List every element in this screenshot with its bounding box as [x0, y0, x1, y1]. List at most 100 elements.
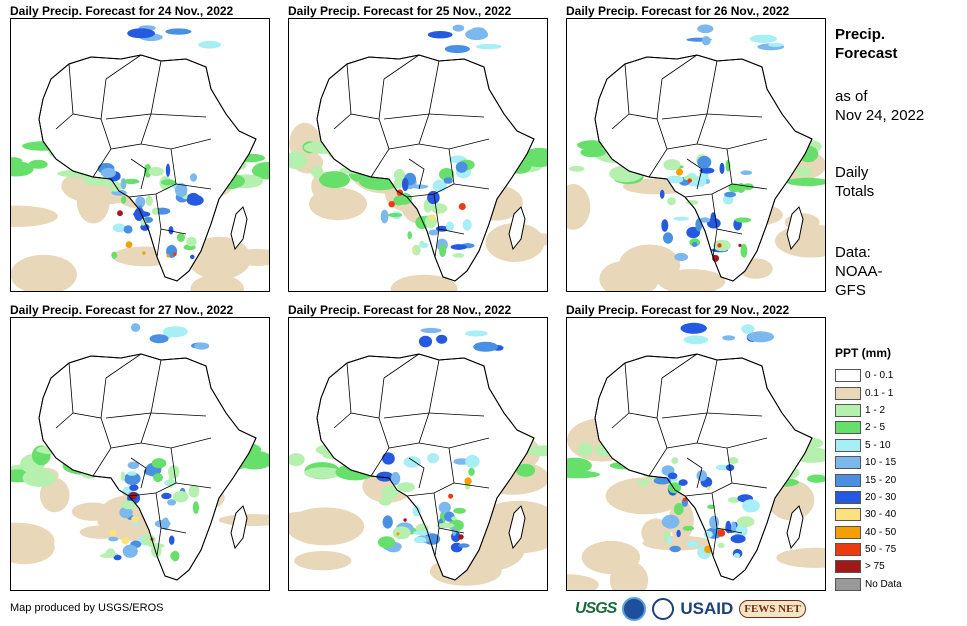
- mediterranean-precip-area: [465, 330, 488, 337]
- heavy-precip-cell: [168, 535, 175, 545]
- country-border: [130, 158, 147, 190]
- legend-swatch: [835, 438, 861, 452]
- heavy-precip-cell: [683, 175, 696, 181]
- legend-label: 30 - 40: [865, 509, 897, 521]
- precip-map: [288, 317, 548, 591]
- legend-swatch: [835, 456, 861, 470]
- intense-precip-cell: [142, 251, 146, 255]
- heavy-precip-cell: [161, 492, 172, 500]
- precip-map: [10, 317, 270, 591]
- heavy-precip-cell: [697, 155, 712, 169]
- heavy-precip-cell: [111, 251, 118, 259]
- panel-title: Daily Precip. Forecast for 27 Nov., 2022: [10, 303, 234, 317]
- mediterranean-precip-area: [680, 322, 707, 334]
- heavy-precip-cell: [724, 191, 736, 198]
- sidebar-data-line1: Data:: [835, 244, 871, 261]
- ppt-legend: PPT (mm) 0 - 0.1 0.1 - 1 1 - 2 2 - 5 5 - 10 1…: [835, 346, 960, 593]
- heavy-precip-cell: [699, 167, 715, 174]
- heavy-precip-cell: [407, 231, 412, 240]
- heavy-precip-cell: [175, 183, 188, 197]
- heavy-precip-cell: [108, 536, 119, 542]
- heavy-precip-cell: [127, 461, 140, 469]
- legend-label: 5 - 10: [865, 439, 891, 451]
- heavy-precip-cell: [707, 504, 715, 509]
- precip-map: [566, 317, 826, 591]
- heavy-precip-cell: [455, 161, 468, 173]
- mediterranean-precip-area: [722, 335, 736, 341]
- light-precip-area: [605, 477, 684, 515]
- heavy-precip-cell: [392, 526, 411, 540]
- legend-row: 50 - 75: [835, 541, 960, 558]
- forecast-panel-nov26: Daily Precip. Forecast for 26 Nov., 2022: [566, 4, 826, 292]
- light-precip-area: [289, 511, 352, 535]
- light-precip-area: [609, 561, 649, 590]
- heavy-precip-cell: [412, 506, 421, 517]
- heavy-precip-cell: [468, 467, 475, 476]
- africa-map-svg: [11, 323, 269, 581]
- forecast-panel-nov27: Daily Precip. Forecast for 27 Nov., 2022: [10, 303, 270, 591]
- intense-precip-cell: [448, 493, 454, 499]
- heavy-precip-cell: [678, 479, 688, 486]
- heavy-precip-cell: [390, 471, 401, 486]
- heavy-precip-cell: [717, 542, 725, 549]
- madagascar-outline: [786, 206, 804, 251]
- mediterranean-precip-area: [473, 341, 498, 352]
- heavy-precip-cell: [124, 472, 141, 486]
- country-border: [130, 457, 147, 489]
- heavy-precip-cell: [436, 522, 455, 529]
- heavy-precip-cell: [452, 253, 465, 258]
- sidebar-asof-line1: as of: [835, 88, 868, 105]
- intense-precip-cell: [166, 254, 170, 258]
- country-border: [175, 183, 212, 190]
- heavy-precip-cell: [462, 219, 472, 231]
- heavy-precip-cell: [168, 226, 174, 235]
- country-border: [731, 183, 768, 190]
- heavy-precip-cell: [403, 456, 421, 468]
- heavy-precip-cell: [148, 166, 164, 177]
- country-border: [68, 362, 107, 419]
- mediterranean-precip-area: [131, 323, 141, 332]
- map-credit: Map produced by USGS/EROS: [10, 602, 164, 614]
- legend-label: 40 - 50: [865, 526, 897, 538]
- country-border: [408, 158, 425, 190]
- heavy-precip-cell: [397, 482, 415, 492]
- legend-row: 0.1 - 1: [835, 384, 960, 401]
- heavy-precip-cell: [379, 497, 392, 506]
- heavy-precip-cell: [119, 506, 133, 519]
- heavy-precip-cell: [682, 525, 695, 531]
- heavy-precip-cell: [190, 254, 195, 260]
- heavy-precip-cell: [430, 203, 448, 214]
- sidebar-title-line2: Forecast: [835, 45, 898, 62]
- legend-swatch: [835, 543, 861, 557]
- legend-label: 20 - 30: [865, 491, 897, 503]
- country-border: [406, 148, 455, 198]
- intense-precip-cell: [131, 515, 139, 523]
- heavy-precip-cell: [427, 453, 439, 464]
- intense-precip-cell: [706, 486, 711, 490]
- moderate-precip-area: [636, 479, 650, 487]
- heavy-precip-cell: [112, 223, 126, 233]
- heavy-precip-cell: [99, 553, 115, 558]
- heavy-precip-cell: [713, 239, 731, 252]
- country-border: [706, 412, 763, 417]
- moderate-precip-area: [289, 151, 308, 170]
- heavy-precip-cell: [667, 472, 678, 480]
- usgs-logo: USGS: [575, 600, 617, 617]
- intense-precip-cell: [121, 536, 130, 545]
- intense-precip-cell: [687, 178, 692, 183]
- mediterranean-precip-area: [418, 335, 433, 348]
- mediterranean-precip-area: [741, 324, 755, 334]
- panel-title: Daily Precip. Forecast for 29 Nov., 2022: [566, 303, 790, 317]
- sidebar-totals: Daily Totals: [835, 163, 874, 201]
- heavy-precip-cell: [186, 236, 197, 247]
- heavy-precip-cell: [120, 471, 126, 481]
- intense-precip-cell: [396, 532, 400, 536]
- legend-label: 2 - 5: [865, 422, 886, 434]
- moderate-precip-area: [524, 445, 547, 456]
- heavy-precip-cell: [393, 178, 403, 189]
- heavy-precip-cell: [662, 232, 674, 244]
- light-precip-area: [11, 205, 58, 228]
- sidebar-data-line2: NOAA-: [835, 263, 883, 280]
- moderate-precip-area: [28, 159, 48, 169]
- madagascar-outline: [508, 505, 526, 550]
